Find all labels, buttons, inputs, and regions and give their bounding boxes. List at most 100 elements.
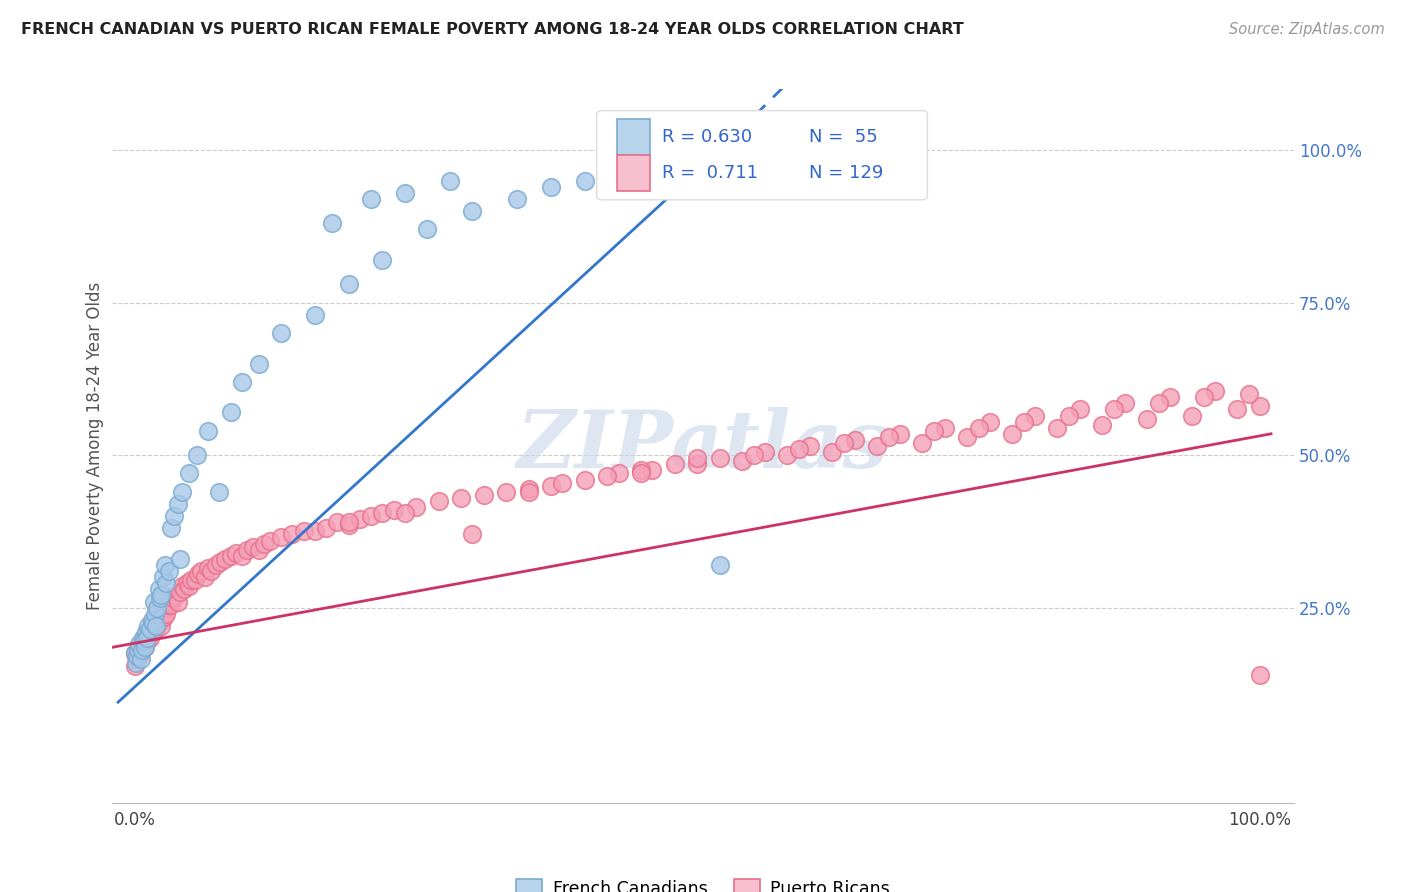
Point — [574, 473, 596, 487]
Point — [156, 598, 179, 612]
Point — [138, 622, 160, 636]
Point — [219, 549, 242, 563]
Point — [152, 604, 174, 618]
Point — [186, 448, 208, 462]
Point — [1181, 409, 1204, 423]
Point — [124, 646, 146, 660]
Point — [270, 531, 292, 545]
Point — [143, 594, 166, 608]
Point — [155, 558, 177, 572]
Point — [214, 551, 236, 566]
Point — [709, 451, 731, 466]
Point — [349, 512, 371, 526]
Point — [127, 649, 149, 664]
Point — [776, 448, 799, 462]
Y-axis label: Female Poverty Among 18-24 Year Olds: Female Poverty Among 18-24 Year Olds — [86, 282, 104, 610]
Point — [172, 579, 194, 593]
Point — [132, 634, 155, 648]
Bar — [617, 155, 650, 191]
Point — [461, 527, 484, 541]
Point — [1192, 390, 1215, 404]
Point — [371, 252, 394, 267]
Point — [169, 585, 191, 599]
Point — [911, 436, 934, 450]
Point — [922, 424, 945, 438]
Point — [686, 458, 709, 472]
Point — [225, 546, 247, 560]
Point — [131, 643, 153, 657]
Point — [360, 509, 382, 524]
Point — [540, 478, 562, 492]
Point — [127, 652, 149, 666]
Point — [337, 515, 360, 529]
Point — [1159, 390, 1181, 404]
Point — [1114, 396, 1136, 410]
Point — [1069, 402, 1091, 417]
Point — [607, 467, 630, 481]
Point — [394, 186, 416, 200]
Point — [866, 439, 889, 453]
Point — [136, 631, 159, 645]
Bar — [617, 120, 650, 155]
Point — [132, 631, 155, 645]
Point — [253, 536, 276, 550]
Point — [132, 631, 155, 645]
Point — [709, 558, 731, 572]
Point — [149, 589, 172, 603]
Point — [135, 625, 157, 640]
Point — [315, 521, 337, 535]
Point — [371, 506, 394, 520]
Point — [166, 594, 188, 608]
Point — [495, 484, 517, 499]
Point — [219, 405, 242, 419]
Point — [304, 524, 326, 539]
Point — [208, 484, 231, 499]
Point — [1102, 402, 1125, 417]
Point — [134, 640, 156, 655]
Point — [138, 625, 160, 640]
Point — [236, 542, 259, 557]
Point — [799, 439, 821, 453]
Point — [160, 598, 183, 612]
Point — [160, 521, 183, 535]
Point — [169, 551, 191, 566]
Point — [1136, 411, 1159, 425]
Point — [574, 174, 596, 188]
Point — [394, 506, 416, 520]
Point — [124, 646, 146, 660]
Point — [136, 634, 159, 648]
Point — [247, 542, 270, 557]
Point — [416, 222, 439, 236]
Point — [149, 609, 172, 624]
Text: ZIPatlas: ZIPatlas — [517, 408, 889, 484]
Point — [149, 619, 172, 633]
Point — [163, 509, 186, 524]
Point — [630, 463, 652, 477]
Point — [145, 619, 167, 633]
Point — [127, 643, 149, 657]
Point — [1249, 667, 1271, 681]
Point — [321, 216, 343, 230]
Point — [821, 445, 844, 459]
Point — [337, 277, 360, 292]
Point — [231, 549, 253, 563]
Point — [155, 600, 177, 615]
Point — [162, 591, 184, 606]
Text: N =  55: N = 55 — [810, 128, 877, 146]
Point — [259, 533, 281, 548]
Point — [664, 458, 686, 472]
Text: R =  0.711: R = 0.711 — [662, 164, 758, 182]
Point — [956, 430, 979, 444]
Point — [132, 634, 155, 648]
Point — [934, 420, 956, 434]
Point — [1091, 417, 1114, 432]
Point — [877, 430, 900, 444]
Point — [1249, 400, 1271, 414]
Point — [148, 615, 170, 630]
Point — [200, 564, 222, 578]
Point — [146, 600, 169, 615]
Point — [1147, 396, 1170, 410]
Point — [360, 192, 382, 206]
Point — [152, 570, 174, 584]
Point — [153, 609, 176, 624]
